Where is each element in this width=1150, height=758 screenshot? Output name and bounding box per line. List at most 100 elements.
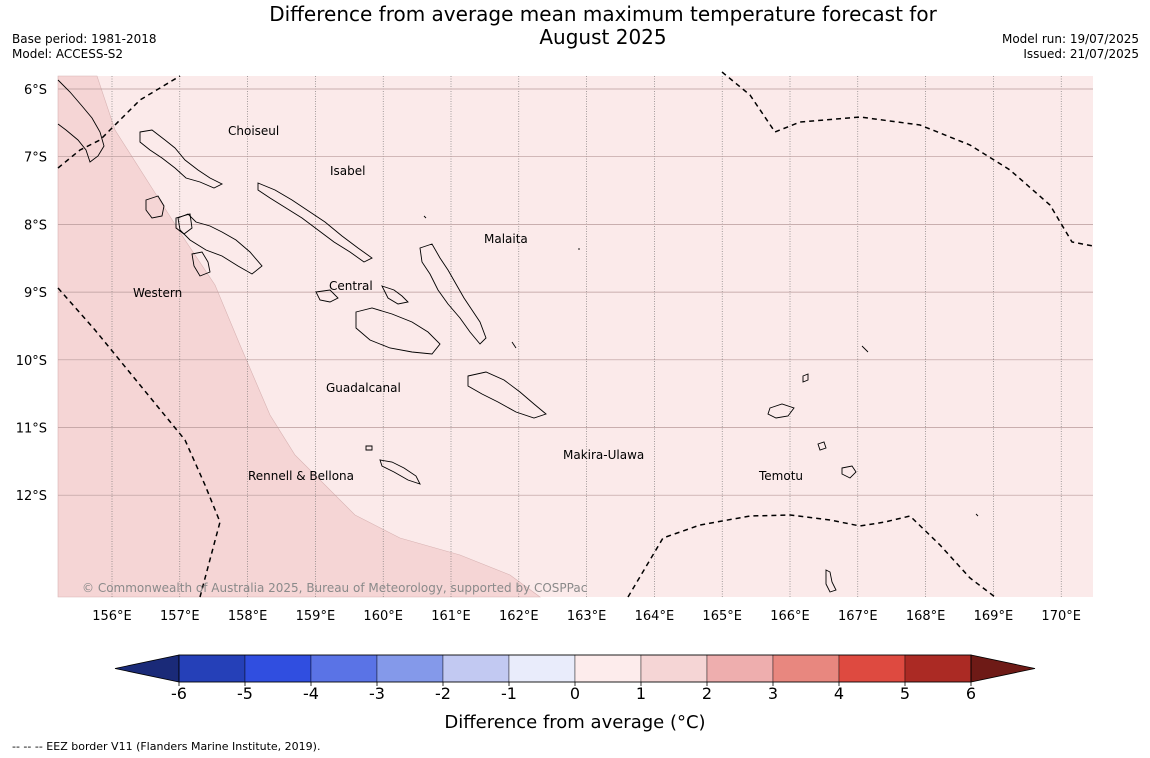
colorbar-segment bbox=[244, 654, 312, 683]
colorbar-label: Difference from average (°C) bbox=[444, 712, 705, 733]
longitude-labels: 156°E 157°E 158°E 159°E 160°E 161°E 162°E 163°E… bbox=[92, 609, 1081, 624]
colorbar-tick-label: 5 bbox=[900, 684, 910, 703]
colorbar-segment bbox=[706, 654, 774, 683]
colorbar-tick-label: 6 bbox=[966, 684, 976, 703]
island-isabel bbox=[257, 182, 373, 263]
colorbar-tick-label: 3 bbox=[768, 684, 778, 703]
colorbar-extend-high bbox=[970, 654, 1036, 683]
lon-label: 160°E bbox=[363, 609, 403, 624]
island-bougainville bbox=[57, 79, 105, 163]
lon-label: 163°E bbox=[567, 609, 607, 624]
colorbar-tick-label: 4 bbox=[834, 684, 844, 703]
lon-label: 170°E bbox=[1041, 609, 1081, 624]
eez-border-south bbox=[627, 514, 996, 598]
latitude-labels: 6°S 7°S 8°S 9°S 10°S 11°S 12°S bbox=[16, 83, 47, 504]
lon-label: 157°E bbox=[160, 609, 200, 624]
island-kolombangara bbox=[175, 213, 193, 235]
model-name: Model: ACCESS-S2 bbox=[12, 47, 124, 61]
island-malaita bbox=[419, 243, 487, 345]
colorbar-tick-label: 2 bbox=[702, 684, 712, 703]
label-central: Central bbox=[329, 279, 373, 293]
island-rennell bbox=[379, 459, 421, 485]
island-russell bbox=[381, 285, 409, 305]
colorbar-tick-label: 0 bbox=[570, 684, 580, 703]
lon-label: 161°E bbox=[431, 609, 471, 624]
eez-borders bbox=[57, 71, 1094, 598]
lat-label: 8°S bbox=[24, 218, 47, 233]
island-rendova bbox=[191, 251, 211, 277]
model-run: Model run: 19/07/2025 bbox=[1001, 32, 1139, 46]
label-choiseul: Choiseul bbox=[228, 124, 279, 138]
colorbar-extend-low bbox=[114, 654, 180, 683]
issued-date: Issued: 21/07/2025 bbox=[1023, 47, 1139, 61]
title-line-1: Difference from average mean maximum tem… bbox=[269, 2, 937, 26]
colorbar-segment bbox=[178, 654, 246, 683]
meta-right: Model run: 19/07/2025 Issued: 21/07/2025 bbox=[1002, 32, 1139, 62]
label-malaita: Malaita bbox=[484, 232, 528, 246]
lon-label: 159°E bbox=[296, 609, 336, 624]
eez-border-east bbox=[721, 71, 1094, 247]
island-anuta bbox=[825, 569, 837, 593]
colorbar-tick-label: -4 bbox=[303, 684, 319, 703]
colorbar-tick-label: 1 bbox=[636, 684, 646, 703]
colorbar-segment bbox=[442, 654, 510, 683]
map-frame bbox=[57, 75, 1093, 598]
island-small-3 bbox=[861, 345, 869, 353]
island-reef-islands bbox=[802, 373, 809, 383]
lat-label: 7°S bbox=[24, 151, 47, 166]
lat-label: 10°S bbox=[16, 354, 47, 369]
island-bellona bbox=[365, 445, 373, 451]
colorbar-segment bbox=[310, 654, 378, 683]
island-small-2 bbox=[423, 215, 427, 219]
anomaly-region-1-to-2 bbox=[57, 75, 541, 598]
colorbar-tick-label: -2 bbox=[435, 684, 451, 703]
island-tikopia bbox=[817, 441, 827, 451]
lon-label: 165°E bbox=[702, 609, 742, 624]
lon-label: 164°E bbox=[635, 609, 675, 624]
colorbar-segment bbox=[772, 654, 840, 683]
lon-label: 168°E bbox=[906, 609, 946, 624]
title-line-2: August 2025 bbox=[539, 25, 667, 49]
island-small-5 bbox=[511, 341, 517, 349]
island-florida bbox=[315, 289, 339, 303]
label-western: Western bbox=[133, 286, 182, 300]
colorbar-segment bbox=[508, 654, 576, 683]
label-rennell-bellona: Rennell & Bellona bbox=[248, 469, 354, 483]
lat-label: 12°S bbox=[16, 489, 47, 504]
colorbar-segment bbox=[574, 654, 642, 683]
lat-label: 9°S bbox=[24, 286, 47, 301]
colorbar-segment bbox=[838, 654, 906, 683]
island-santa-cruz bbox=[767, 403, 795, 419]
island-new-georgia bbox=[177, 213, 263, 275]
lon-label: 167°E bbox=[838, 609, 878, 624]
island-vella-lavella bbox=[145, 195, 165, 219]
graticule bbox=[58, 76, 1093, 597]
lon-label: 162°E bbox=[499, 609, 539, 624]
colorbar-tick-label: -6 bbox=[171, 684, 187, 703]
eez-footnote: -- -- -- EEZ border V11 (Flanders Marine… bbox=[12, 740, 321, 753]
island-small-4 bbox=[975, 513, 979, 517]
lon-label: 166°E bbox=[770, 609, 810, 624]
colorbar-ticks: -6 -5 -4 -3 -2 -1 0 1 2 3 4 5 6 bbox=[171, 682, 976, 703]
lat-label: 6°S bbox=[24, 83, 47, 98]
lon-label: 169°E bbox=[974, 609, 1014, 624]
island-choiseul bbox=[139, 129, 224, 189]
lon-label: 158°E bbox=[228, 609, 268, 624]
label-isabel: Isabel bbox=[330, 164, 365, 178]
lat-label: 11°S bbox=[16, 422, 47, 437]
lon-label: 156°E bbox=[92, 609, 132, 624]
colorbar-segment bbox=[640, 654, 708, 683]
colorbar-segment bbox=[904, 654, 972, 683]
island-makira bbox=[467, 371, 547, 419]
colorbar-segment bbox=[376, 654, 444, 683]
colorbar-tick-label: -1 bbox=[501, 684, 517, 703]
island-guadalcanal bbox=[355, 307, 441, 355]
island-vanikoro bbox=[841, 465, 857, 479]
eez-border-west bbox=[57, 287, 221, 598]
base-period: Base period: 1981-2018 bbox=[12, 32, 157, 46]
colorbar bbox=[114, 654, 1036, 683]
copyright-notice: © Commonwealth of Australia 2025, Bureau… bbox=[82, 581, 587, 595]
meta-left: Base period: 1981-2018 Model: ACCESS-S2 bbox=[12, 32, 157, 62]
label-guadalcanal: Guadalcanal bbox=[326, 381, 401, 395]
